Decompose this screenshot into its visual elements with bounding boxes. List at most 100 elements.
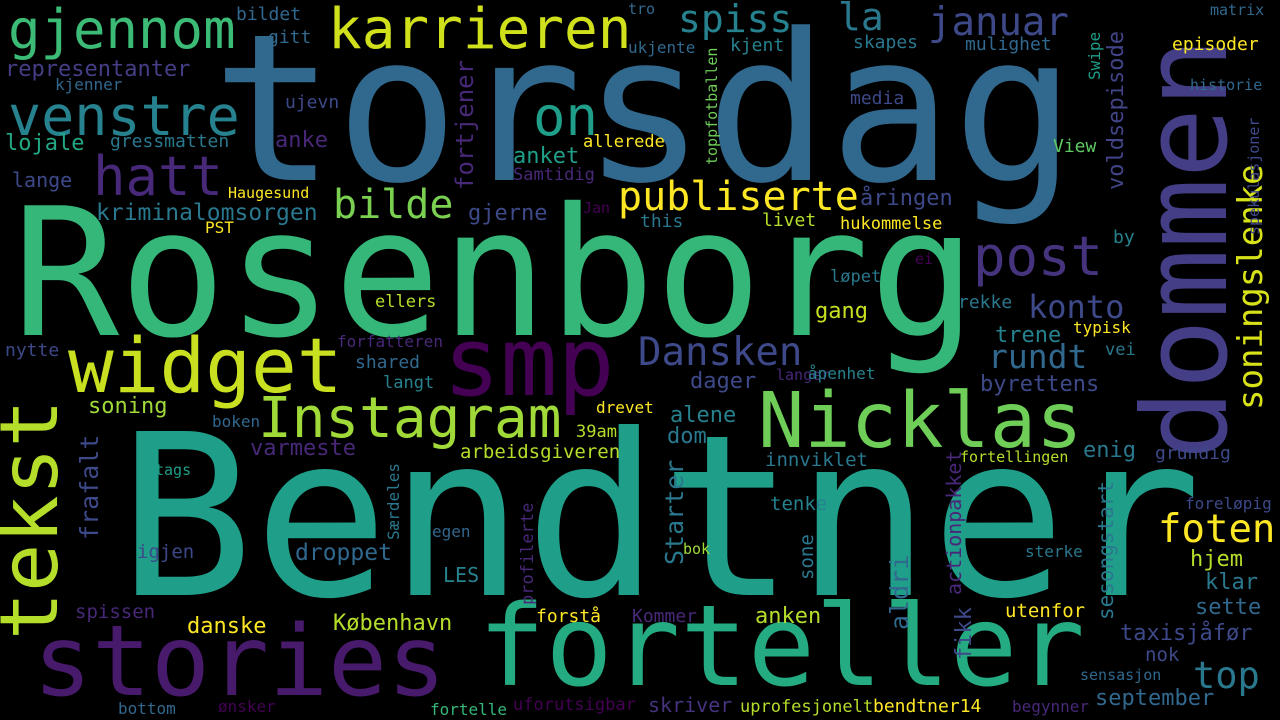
word: fikk — [952, 607, 977, 660]
word: Særdeles — [384, 463, 403, 540]
word: Haugesund — [228, 184, 309, 202]
word: gang — [815, 299, 868, 324]
word: ønsker — [218, 697, 276, 716]
word: bok — [683, 540, 710, 558]
word: bokDen — [965, 96, 983, 150]
word: media — [850, 88, 904, 109]
word: this — [640, 211, 683, 232]
word: nytte — [5, 340, 59, 361]
word: Swipe — [1085, 32, 1104, 80]
word: langer — [776, 366, 830, 384]
word: PST — [205, 218, 234, 237]
word: allerede — [583, 132, 665, 152]
word: gjerne — [468, 201, 547, 226]
word: utenfor — [1005, 600, 1085, 622]
word: forfatteren — [337, 332, 443, 351]
word: top — [1193, 654, 1260, 697]
word: gjennom — [8, 0, 236, 61]
word: egen — [432, 522, 471, 541]
word: sone — [796, 534, 818, 580]
word: tro — [628, 0, 655, 18]
word: historie — [1190, 76, 1262, 94]
word: dommen — [1117, 37, 1254, 460]
word: Bendtner — [118, 387, 1202, 649]
word: åringen — [860, 185, 953, 211]
word: 39am — [576, 422, 617, 442]
word: aldri — [885, 555, 914, 630]
word: publiserte — [618, 174, 859, 220]
word: voldsepisode — [1104, 31, 1129, 190]
word: matrix — [1210, 1, 1264, 19]
word: rekke — [958, 292, 1012, 313]
word: tekst — [0, 399, 76, 640]
word: smp — [443, 308, 615, 418]
word: Nicklas — [758, 377, 1083, 466]
word: droppet — [295, 540, 392, 566]
word: bilde — [333, 182, 453, 228]
word: kjent — [730, 35, 784, 56]
word: la — [838, 0, 884, 39]
word: fortjener — [451, 60, 479, 190]
word: alene — [670, 403, 736, 428]
word: ei — [915, 250, 933, 268]
word: spissen — [75, 601, 155, 623]
word: ujevn — [285, 92, 339, 113]
word: åpenhet — [808, 364, 875, 383]
word: venstre — [8, 84, 240, 148]
word: livet — [762, 210, 816, 231]
word: konto — [1028, 288, 1124, 326]
word: toppfotballen — [703, 48, 721, 165]
word: innviklet — [765, 449, 868, 471]
word: fortelle — [430, 700, 507, 719]
word: kjenner — [55, 75, 123, 94]
word: klar — [1205, 570, 1258, 595]
word: anket — [513, 144, 579, 169]
word: profilerte — [518, 503, 538, 605]
word: post — [973, 225, 1103, 288]
word: sette — [1195, 595, 1261, 620]
word: ukjente — [628, 38, 695, 57]
word: uprofesjonelt — [740, 697, 873, 717]
word: nok — [1145, 644, 1180, 666]
word: hukommelse — [840, 214, 942, 234]
word: forstå — [536, 606, 601, 627]
word: igjen — [137, 541, 194, 563]
word: representanter — [5, 57, 190, 82]
word: lange — [12, 168, 72, 192]
word: Instagram — [258, 386, 561, 451]
word: typisk — [1073, 318, 1131, 337]
word: stories — [33, 605, 446, 719]
word: forteller — [478, 582, 1085, 712]
word: sesongstart — [1094, 481, 1118, 620]
word: arbeidsgiveren — [460, 441, 620, 463]
word: View — [1053, 136, 1097, 157]
word: sensasjon — [1080, 666, 1161, 684]
word: frafalt — [75, 435, 104, 540]
word: Dansken — [638, 330, 802, 375]
word: on — [533, 85, 598, 148]
word: gitt — [268, 27, 311, 48]
word: januar — [928, 0, 1069, 45]
word: fortellingen — [960, 448, 1068, 466]
word: shared — [355, 352, 420, 373]
word: dom — [667, 424, 707, 449]
word: mulighet — [965, 34, 1052, 55]
word: anken — [755, 604, 821, 629]
word: langt — [383, 373, 434, 393]
word: actionpakket — [942, 451, 966, 596]
word: dager — [690, 369, 756, 394]
word: bottom — [118, 699, 176, 718]
word: lojale — [5, 131, 84, 156]
word: skapes — [853, 32, 918, 53]
word: Rosenborg — [12, 170, 977, 377]
word: torsdag — [212, 0, 1076, 229]
word: episoder — [1172, 34, 1259, 55]
word: boken — [212, 412, 260, 431]
word: vei — [1105, 340, 1136, 360]
word: uforutsigbar — [513, 695, 636, 715]
word: Starter — [660, 460, 689, 565]
word: gressmatten — [110, 131, 229, 152]
word: København — [333, 611, 452, 636]
